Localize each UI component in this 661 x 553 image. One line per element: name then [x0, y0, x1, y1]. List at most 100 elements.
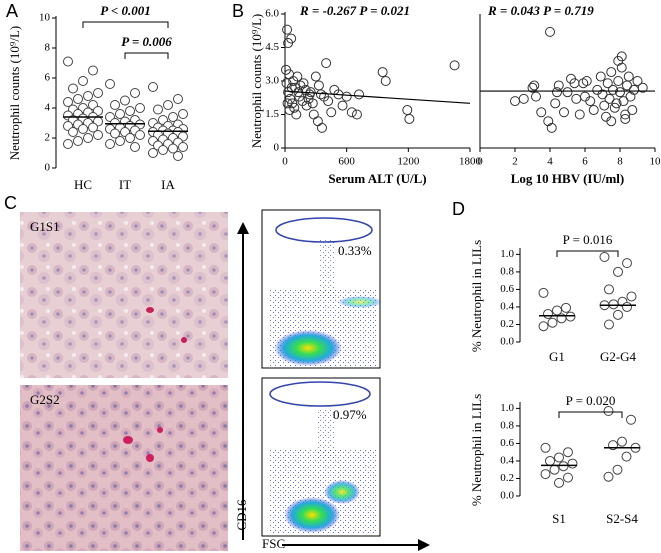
- data-point: [380, 76, 391, 86]
- data-point: [527, 82, 538, 93]
- data-point: [105, 139, 115, 149]
- data-point: [599, 100, 610, 111]
- p-value: P = 0.016: [563, 232, 613, 247]
- y-axis-label: Neutrophil counts (10⁹/L): [249, 14, 264, 149]
- data-point: [620, 109, 631, 120]
- gate-percent: 0.97%: [333, 407, 367, 422]
- data-point: [68, 83, 78, 94]
- data-point: [545, 455, 555, 466]
- x-tick-label: 1200: [397, 156, 420, 168]
- data-point: [78, 76, 88, 86]
- data-point: [558, 461, 569, 472]
- x-tick-label: 0: [282, 156, 288, 168]
- data-point: [63, 56, 73, 67]
- data-point: [623, 71, 634, 82]
- gate: [275, 217, 373, 243]
- data-point: [613, 309, 623, 320]
- data-point: [337, 100, 348, 111]
- data-point: [626, 291, 637, 302]
- data-point: [549, 464, 560, 475]
- data-point: [618, 96, 629, 107]
- data-point: [130, 88, 140, 98]
- data-point: [531, 91, 541, 102]
- data-point: [301, 100, 312, 111]
- x-tick-label: 6: [582, 156, 588, 168]
- data-point: [110, 100, 120, 110]
- data-point: [510, 96, 520, 107]
- stain-spot: [157, 427, 163, 433]
- data-point: [168, 112, 178, 122]
- data-point: [310, 71, 321, 82]
- data-point: [317, 122, 327, 133]
- trend-line: [284, 90, 471, 104]
- data-point: [554, 477, 564, 488]
- data-point: [615, 87, 625, 98]
- histology-image: [20, 385, 228, 551]
- data-point: [597, 89, 608, 100]
- data-point: [83, 133, 93, 143]
- y-tick-label: 6.0: [265, 8, 279, 20]
- data-point: [341, 91, 352, 102]
- y-tick-label: 0.2: [500, 472, 514, 484]
- data-point: [543, 308, 553, 319]
- stain-spot: [146, 307, 154, 313]
- data-point: [88, 65, 98, 76]
- data-point: [552, 87, 562, 98]
- x-tick-label: 0: [477, 156, 483, 168]
- panel-letter: B: [232, 1, 244, 21]
- data-point: [563, 447, 573, 458]
- data-point: [93, 130, 103, 140]
- y-tick-label: 3.0: [265, 75, 279, 87]
- data-point: [608, 84, 618, 95]
- data-point: [545, 26, 555, 37]
- data-point: [307, 98, 318, 109]
- data-point: [552, 305, 562, 316]
- data-point: [346, 107, 357, 118]
- data-point: [173, 94, 183, 104]
- data-point: [620, 113, 631, 124]
- image-label: G2S2: [30, 392, 60, 407]
- data-point: [110, 128, 120, 139]
- data-point: [606, 116, 617, 127]
- data-point: [616, 62, 627, 73]
- data-point: [63, 97, 73, 107]
- data-point: [73, 136, 83, 146]
- data-point: [178, 142, 188, 152]
- data-point: [609, 102, 620, 113]
- y-tick-label: 4: [45, 102, 51, 114]
- data-point: [612, 464, 623, 475]
- data-point: [622, 258, 632, 269]
- data-point: [606, 67, 617, 78]
- data-point: [68, 127, 78, 137]
- data-point: [148, 148, 158, 158]
- data-point: [571, 93, 582, 104]
- y-tick-label: 0: [45, 162, 51, 174]
- data-point: [554, 452, 564, 463]
- data-point: [115, 136, 125, 146]
- significance-bracket: [124, 52, 169, 59]
- gate-percent: 0.33%: [338, 243, 372, 258]
- y-tick-label: 0.0: [500, 490, 514, 502]
- image-label: G1S1: [30, 219, 60, 234]
- data-point: [621, 451, 632, 462]
- data-point: [351, 109, 362, 120]
- y-tick-label: 8: [45, 42, 51, 54]
- data-point: [319, 91, 330, 102]
- stain-spot: [123, 436, 133, 444]
- data-point: [518, 93, 529, 104]
- x-tick-label: 1800: [459, 156, 482, 168]
- data-point: [282, 98, 293, 109]
- data-point: [613, 76, 624, 86]
- data-point: [599, 252, 610, 263]
- y-tick-label: 1.5: [265, 108, 279, 120]
- x-tick-label: G1: [549, 349, 565, 364]
- data-point: [604, 93, 615, 104]
- data-point: [287, 98, 298, 109]
- data-point: [563, 472, 573, 483]
- flow-events: [320, 240, 334, 300]
- x-tick-label: 600: [338, 156, 355, 168]
- panel-letter: C: [4, 193, 17, 213]
- data-point: [315, 89, 326, 100]
- data-point: [611, 98, 622, 109]
